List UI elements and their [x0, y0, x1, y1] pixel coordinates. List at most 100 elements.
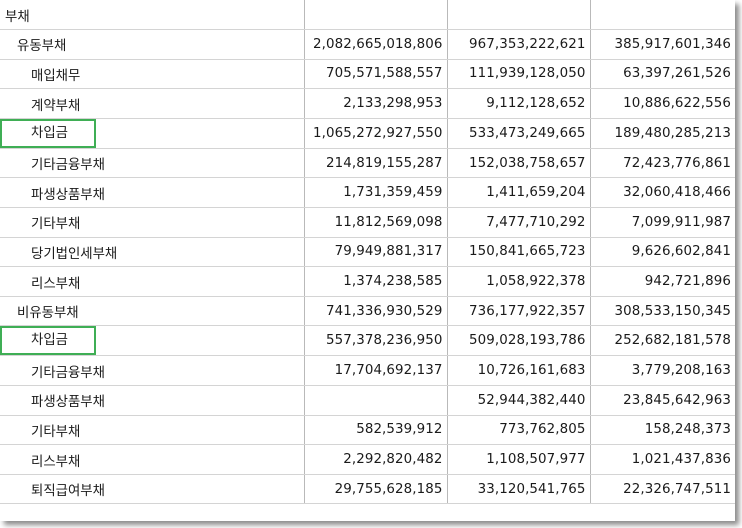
value-cell: 11,812,569,098: [304, 207, 448, 238]
row-label: 기타부채: [0, 207, 305, 238]
value-cell: 79,949,881,317: [304, 237, 448, 268]
value-cell: 189,480,285,213: [590, 118, 735, 149]
value-cell: 942,721,896: [590, 266, 735, 297]
value-cell: 1,058,922,378: [447, 266, 591, 297]
value-cell: 29,755,628,185: [304, 474, 448, 505]
value-cell: 967,353,222,621: [447, 29, 591, 60]
table-row: 리스부채 2,292,820,482 1,108,507,977 1,021,4…: [0, 444, 735, 475]
table-row: 파생상품부채 52,944,382,440 23,845,642,963: [0, 385, 735, 416]
value-cell: [590, 0, 735, 31]
row-label-text: 퇴직급여부채: [31, 484, 105, 500]
value-cell: 705,571,588,557: [304, 59, 448, 90]
value-cell: 22,326,747,511: [590, 474, 735, 505]
liabilities-table-body: 부채 유동부채 2,082,665,018,806 967,353,222,62…: [0, 0, 735, 505]
row-label: 차입금: [0, 325, 305, 357]
table-row: 기타금융부채 214,819,155,287 152,038,758,657 7…: [0, 148, 735, 179]
table-row: 유동부채 2,082,665,018,806 967,353,222,621 3…: [0, 29, 735, 60]
row-label: 기타금융부채: [0, 355, 305, 387]
liabilities-table: 부채 유동부채 2,082,665,018,806 967,353,222,62…: [0, 0, 735, 505]
row-label: 비유동부채: [0, 296, 305, 327]
table-row: 당기법인세부채 79,949,881,317 150,841,665,723 9…: [0, 237, 735, 268]
value-cell: 557,378,236,950: [304, 325, 448, 357]
row-label-text: 기타부채: [31, 217, 81, 233]
row-label-text: 매입채무: [31, 68, 81, 84]
table-row: 기타부채 11,812,569,098 7,477,710,292 7,099,…: [0, 207, 735, 238]
value-cell: 10,726,161,683: [447, 355, 591, 387]
row-label-text: 리스부채: [31, 276, 81, 292]
value-cell: 32,060,418,466: [590, 177, 735, 209]
row-label: 파생상품부채: [0, 177, 305, 209]
value-cell: 158,248,373: [590, 415, 735, 446]
row-label: 리스부채: [0, 266, 305, 297]
table-row: 차입금 1,065,272,927,550 533,473,249,665 18…: [0, 118, 735, 149]
row-label-text: 유동부채: [17, 39, 67, 55]
row-label-text: 차입금: [31, 125, 68, 141]
value-cell: 150,841,665,723: [447, 237, 591, 268]
value-cell: 52,944,382,440: [447, 385, 591, 416]
table-row: 리스부채 1,374,238,585 1,058,922,378 942,721…: [0, 266, 735, 297]
row-label-text: 당기법인세부채: [31, 246, 118, 262]
row-label: 계약부채: [0, 88, 305, 119]
value-cell: 1,374,238,585: [304, 266, 448, 297]
value-cell: 308,533,150,345: [590, 296, 735, 327]
value-cell: 1,065,272,927,550: [304, 118, 448, 149]
row-label-text: 기타부채: [31, 424, 81, 440]
row-label: 기타부채: [0, 415, 305, 446]
value-cell: 9,112,128,652: [447, 88, 591, 119]
row-label-text: 리스부채: [31, 454, 81, 470]
table-row: 부채: [0, 0, 735, 31]
value-cell: 736,177,922,357: [447, 296, 591, 327]
value-cell: 3,779,208,163: [590, 355, 735, 387]
value-cell: [304, 385, 448, 416]
value-cell: 10,886,622,556: [590, 88, 735, 119]
value-cell: 509,028,193,786: [447, 325, 591, 357]
value-cell: 152,038,758,657: [447, 148, 591, 179]
value-cell: 252,682,181,578: [590, 325, 735, 357]
value-cell: 7,477,710,292: [447, 207, 591, 238]
table-row: 퇴직급여부채 29,755,628,185 33,120,541,765 22,…: [0, 474, 735, 505]
value-cell: 1,108,507,977: [447, 444, 591, 475]
table-row: 기타부채 582,539,912 773,762,805 158,248,373: [0, 415, 735, 446]
table-row: 차입금 557,378,236,950 509,028,193,786 252,…: [0, 325, 735, 357]
value-cell: 1,411,659,204: [447, 177, 591, 209]
row-label-text: 계약부채: [31, 98, 81, 114]
row-label: 파생상품부채: [0, 385, 305, 416]
row-label: 기타금융부채: [0, 148, 305, 179]
value-cell: 1,731,359,459: [304, 177, 448, 209]
value-cell: 2,133,298,953: [304, 88, 448, 119]
value-cell: 214,819,155,287: [304, 148, 448, 179]
row-label: 당기법인세부채: [0, 237, 305, 268]
value-cell: 9,626,602,841: [590, 237, 735, 268]
row-label: 유동부채: [0, 29, 305, 60]
table-row: 계약부채 2,133,298,953 9,112,128,652 10,886,…: [0, 88, 735, 119]
row-label: 리스부채: [0, 444, 305, 475]
row-label-text: 차입금: [31, 333, 68, 349]
value-cell: 741,336,930,529: [304, 296, 448, 327]
value-cell: 111,939,128,050: [447, 59, 591, 90]
row-label-text: 부채: [5, 9, 30, 25]
table-row: 파생상품부채 1,731,359,459 1,411,659,204 32,06…: [0, 177, 735, 209]
row-label-text: 파생상품부채: [31, 187, 105, 203]
value-cell: 7,099,911,987: [590, 207, 735, 238]
value-cell: 33,120,541,765: [447, 474, 591, 505]
table-row: 매입채무 705,571,588,557 111,939,128,050 63,…: [0, 59, 735, 90]
value-cell: 2,292,820,482: [304, 444, 448, 475]
highlight-box: 차입금: [0, 326, 96, 355]
row-label-text: 기타금융부채: [31, 365, 105, 381]
value-cell: 2,082,665,018,806: [304, 29, 448, 60]
row-label-text: 비유동부채: [17, 306, 79, 322]
row-label-text: 파생상품부채: [31, 395, 105, 411]
highlight-box: 차입금: [0, 118, 96, 148]
row-label-text: 기타금융부채: [31, 158, 105, 174]
row-label: 매입채무: [0, 59, 305, 90]
value-cell: 1,021,437,836: [590, 444, 735, 475]
statement-screenshot: 부채 유동부채 2,082,665,018,806 967,353,222,62…: [0, 0, 735, 505]
value-cell: 773,762,805: [447, 415, 591, 446]
row-label: 부채: [0, 0, 305, 31]
row-label: 퇴직급여부채: [0, 474, 305, 505]
value-cell: 72,423,776,861: [590, 148, 735, 179]
value-cell: 23,845,642,963: [590, 385, 735, 416]
value-cell: [447, 0, 591, 31]
value-cell: 17,704,692,137: [304, 355, 448, 387]
value-cell: [304, 0, 448, 31]
